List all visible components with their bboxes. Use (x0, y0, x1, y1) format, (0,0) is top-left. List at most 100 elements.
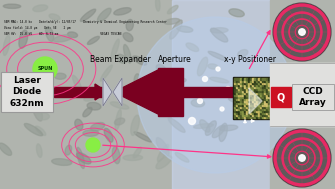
Bar (246, 88, 248, 90)
Bar (270, 78, 272, 80)
Ellipse shape (197, 57, 208, 76)
Bar (254, 104, 256, 106)
Bar (254, 108, 256, 110)
Ellipse shape (208, 64, 218, 69)
Bar (238, 112, 240, 114)
Bar (246, 106, 248, 108)
Bar (256, 102, 258, 104)
Bar (246, 116, 248, 118)
Bar (262, 100, 264, 102)
Bar (264, 78, 266, 80)
Bar (240, 78, 242, 80)
Bar (272, 96, 274, 98)
Bar (258, 102, 260, 104)
Bar (240, 102, 242, 104)
Bar (268, 86, 270, 88)
Bar (272, 100, 274, 102)
Bar (268, 102, 270, 104)
Bar (242, 110, 244, 112)
Bar (240, 98, 242, 100)
Bar (250, 96, 252, 98)
Bar (238, 92, 240, 94)
Bar (240, 84, 242, 86)
Bar (246, 86, 248, 88)
Bar (254, 80, 256, 82)
Bar (236, 90, 238, 92)
Bar (262, 88, 264, 90)
Bar (264, 108, 266, 110)
Bar (272, 114, 274, 116)
Ellipse shape (32, 101, 43, 121)
Bar (238, 90, 240, 92)
Bar (236, 78, 238, 80)
Bar (238, 80, 240, 82)
Bar (250, 114, 252, 116)
Bar (250, 116, 252, 118)
Bar (266, 88, 268, 90)
Bar (248, 94, 250, 96)
Bar (254, 82, 256, 84)
Ellipse shape (133, 147, 141, 158)
Bar (240, 114, 242, 116)
Bar (248, 116, 250, 118)
Ellipse shape (156, 64, 166, 73)
Ellipse shape (76, 153, 91, 164)
Bar (264, 114, 266, 116)
Ellipse shape (228, 98, 247, 104)
Ellipse shape (24, 123, 43, 136)
Bar (268, 98, 270, 100)
Bar (268, 88, 270, 90)
Ellipse shape (219, 125, 238, 131)
Bar (246, 100, 248, 102)
Bar (246, 90, 248, 92)
Bar (234, 102, 236, 104)
Ellipse shape (175, 153, 189, 162)
Bar (242, 86, 244, 88)
Ellipse shape (49, 14, 60, 20)
Bar (246, 98, 248, 100)
Bar (244, 112, 246, 114)
Bar (262, 116, 264, 118)
Ellipse shape (115, 109, 121, 130)
Ellipse shape (19, 30, 28, 48)
Bar (254, 78, 256, 80)
Bar (262, 84, 264, 86)
Bar (248, 84, 250, 86)
Bar (256, 116, 258, 118)
Bar (268, 108, 270, 110)
Bar (236, 86, 238, 88)
Bar (238, 84, 240, 86)
Bar (268, 116, 270, 118)
Bar (252, 116, 254, 118)
Bar (252, 112, 254, 114)
Ellipse shape (114, 8, 131, 15)
Bar (268, 78, 270, 80)
Bar (266, 102, 268, 104)
Bar (234, 106, 236, 108)
Bar (264, 92, 266, 94)
Bar (236, 92, 238, 94)
Bar (258, 106, 260, 108)
Bar (246, 96, 248, 98)
Bar (238, 102, 240, 104)
Ellipse shape (3, 4, 21, 8)
Bar (242, 100, 244, 102)
Bar (262, 86, 264, 88)
Bar (246, 94, 248, 96)
Bar (244, 106, 246, 108)
Bar (262, 112, 264, 114)
Bar (268, 104, 270, 106)
Ellipse shape (212, 125, 225, 138)
Bar (252, 90, 254, 92)
Bar (238, 108, 240, 110)
Bar (242, 82, 244, 84)
Circle shape (198, 98, 202, 104)
Bar (270, 94, 272, 96)
Ellipse shape (68, 32, 78, 38)
Bar (262, 78, 264, 80)
Ellipse shape (38, 113, 49, 120)
Bar (272, 92, 274, 94)
Bar (250, 78, 252, 80)
Bar (258, 92, 260, 94)
Bar (246, 112, 248, 114)
